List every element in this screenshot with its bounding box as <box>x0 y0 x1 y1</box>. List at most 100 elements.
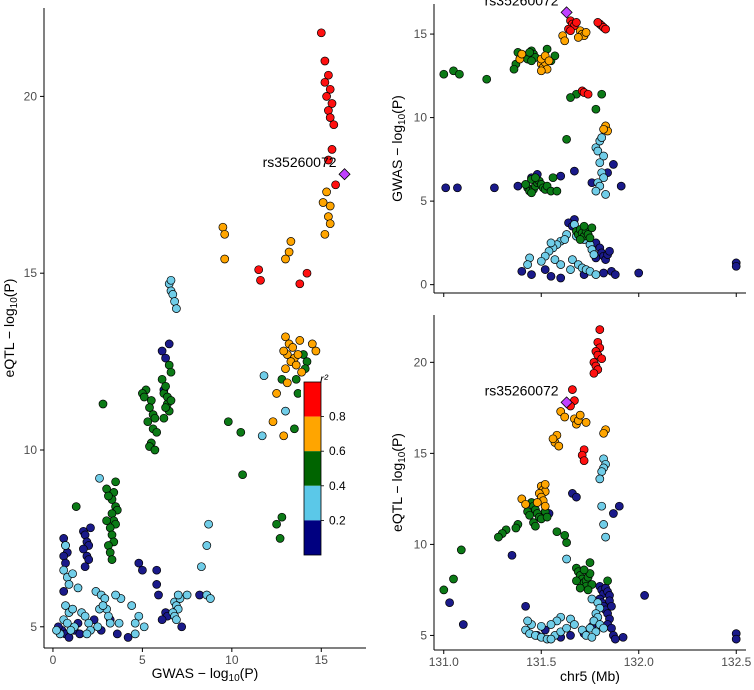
snp-point-green <box>166 367 176 377</box>
snp-point-lightblue <box>589 250 599 259</box>
snp-point-red <box>331 180 340 190</box>
snp-point-orange <box>279 431 289 441</box>
snp-point-lightblue <box>597 467 607 476</box>
y-tick-label: 10 <box>414 537 428 551</box>
snp-point-lightblue <box>68 569 77 579</box>
snp-point-green <box>560 530 570 540</box>
snp-point-lightblue <box>570 620 579 629</box>
snp-point-orange <box>544 56 554 66</box>
snp-point-green <box>150 413 160 423</box>
snp-point-navy <box>609 160 618 169</box>
y-tick-label: 15 <box>414 27 428 41</box>
snp-point-lightblue <box>66 625 76 635</box>
snp-point-green <box>159 413 169 423</box>
snp-point-navy <box>453 183 462 193</box>
snp-point-lightblue <box>550 255 560 264</box>
snp-point-red <box>593 18 603 27</box>
snp-point-orange <box>324 212 333 221</box>
snp-point-lightblue <box>523 616 532 626</box>
snp-point-red <box>566 26 575 36</box>
snp-point-navy <box>59 587 69 596</box>
snp-point-red <box>589 368 599 378</box>
y-tick-label: 10 <box>24 443 38 457</box>
legend-label: 0.2 <box>329 513 346 527</box>
snp-point-navy <box>64 633 74 642</box>
snp-point-green <box>579 221 589 231</box>
snp-point-navy <box>618 632 628 642</box>
snp-point-green <box>527 188 536 198</box>
lead-snp-label: rs35260072 <box>263 154 337 170</box>
snp-point-lightblue <box>259 371 269 381</box>
snp-point-green <box>272 519 281 529</box>
snp-point-green <box>591 104 601 114</box>
snp-point-navy <box>616 181 626 191</box>
snp-point-red <box>302 268 312 278</box>
snp-point-green <box>575 583 585 593</box>
snp-point-lightblue <box>591 270 601 279</box>
snp-point-green <box>562 134 571 144</box>
lead-snp-marker <box>560 396 573 409</box>
snp-point-green <box>277 512 287 522</box>
snp-point-lightblue <box>546 620 556 629</box>
snp-point-navy <box>134 558 144 568</box>
snp-point-orange <box>540 479 550 489</box>
snp-point-lightblue <box>182 590 192 600</box>
snp-point-lightblue <box>536 621 546 631</box>
snp-point-lightblue <box>64 580 74 589</box>
snp-point-navy <box>157 346 167 356</box>
snp-point-red <box>322 92 331 101</box>
snp-point-navy <box>177 622 187 632</box>
snp-point-red <box>256 275 265 285</box>
snp-point-navy <box>521 601 530 611</box>
snp-point-red <box>327 99 337 108</box>
snp-point-lightblue <box>82 629 92 639</box>
snp-point-green <box>143 417 153 427</box>
snp-point-lightblue <box>568 255 577 264</box>
snp-point-orange <box>599 428 608 438</box>
snp-point-green <box>456 545 466 555</box>
snp-point-lightblue <box>536 256 546 266</box>
snp-point-lightblue <box>111 590 120 600</box>
snp-point-green <box>275 534 285 543</box>
snp-point-green <box>542 512 552 522</box>
snp-point-navy <box>599 268 608 278</box>
snp-point-orange <box>281 364 290 374</box>
snp-point-orange <box>599 124 608 134</box>
snp-point-navy <box>610 634 620 644</box>
snp-point-navy <box>570 166 579 176</box>
snp-point-lightblue <box>105 618 115 628</box>
snp-point-navy <box>507 550 517 560</box>
snp-point-orange <box>218 222 228 232</box>
snp-point-orange <box>548 434 558 444</box>
snp-point-lightblue <box>599 520 608 529</box>
snp-point-green <box>145 403 154 412</box>
snp-point-green <box>291 374 301 384</box>
snp-point-green <box>482 74 492 84</box>
snp-point-navy <box>609 509 618 518</box>
snp-point-green <box>583 585 593 595</box>
snp-point-orange <box>220 229 230 239</box>
snp-point-navy <box>112 629 122 639</box>
snp-point-orange <box>540 501 550 511</box>
snp-point-green <box>552 527 562 537</box>
snp-point-lightblue <box>114 618 124 628</box>
snp-point-green <box>585 233 595 243</box>
snp-point-navy <box>634 268 644 278</box>
snp-point-navy <box>640 591 649 600</box>
snp-point-orange <box>536 66 546 76</box>
snp-point-orange <box>295 336 305 345</box>
x-axis-title: GWAS − log10(P) <box>152 665 259 684</box>
snp-point-green <box>449 574 458 584</box>
snp-point-navy <box>607 601 616 611</box>
snp-point-lightblue <box>100 594 110 603</box>
lead-snp-label: rs35260072 <box>485 382 559 398</box>
snp-point-lightblue <box>566 265 575 274</box>
snp-point-navy <box>157 615 167 625</box>
snp-point-green <box>603 576 612 586</box>
legend-label: 0.6 <box>329 444 346 458</box>
snp-point-orange <box>281 254 290 264</box>
snp-point-lightblue <box>172 615 181 625</box>
snp-point-green <box>238 470 247 480</box>
eqtl-locus-panel: 5 10 15 20 131.0 131.5 132.0 132.5 rs35260072 eQT… <box>389 315 752 684</box>
